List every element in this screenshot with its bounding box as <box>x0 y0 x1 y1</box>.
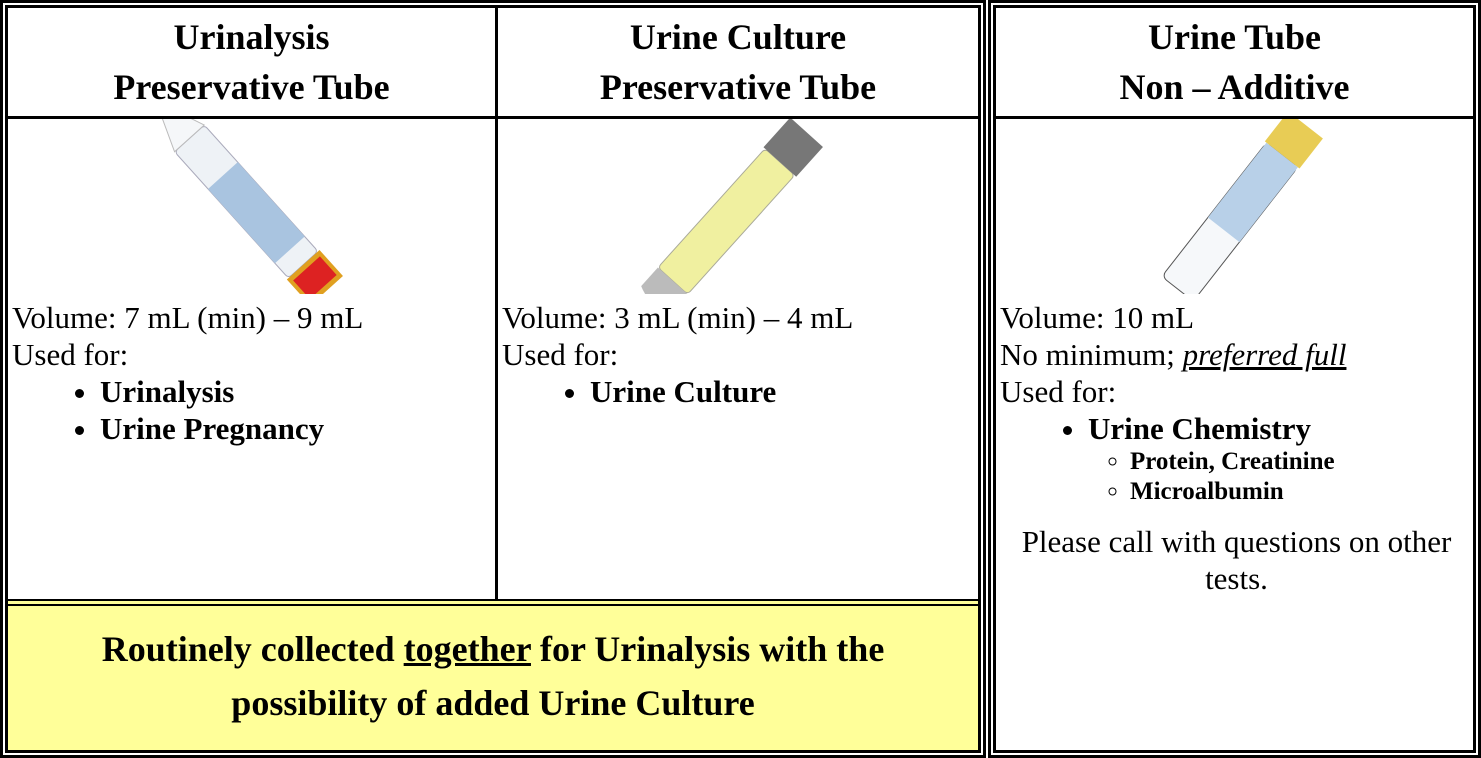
right-panel: Urine Tube Non – Additive Volume: 10 mL … <box>988 0 1481 758</box>
title-line: Preservative Tube <box>113 67 390 107</box>
note-text: No minimum; <box>1000 337 1183 372</box>
test-list: Urine Chemistry <box>1000 410 1473 447</box>
used-for: Used for: <box>502 337 619 372</box>
column-text: Volume: 7 mL (min) – 9 mL Used for: Urin… <box>12 299 495 447</box>
tube-image <box>641 119 823 294</box>
subtest: Protein, Creatinine <box>1130 447 1473 477</box>
volume: Volume: 7 mL (min) – 9 mL <box>12 300 364 335</box>
column-text: Volume: 3 mL (min) – 4 mL Used for: Urin… <box>502 299 978 410</box>
test: Urine Chemistry <box>1088 410 1473 447</box>
title-line: Urine Tube <box>1147 17 1322 57</box>
note: No minimum; preferred full <box>1000 336 1473 373</box>
used-for: Used for: <box>12 337 129 372</box>
volume: Volume: 3 mL (min) – 4 mL <box>502 300 854 335</box>
column-body: Volume: 7 mL (min) – 9 mL Used for: Urin… <box>8 119 498 599</box>
left-panel: Urinalysis Preservative Tube Urine Cultu… <box>0 0 986 758</box>
volume: Volume: 10 mL <box>1000 300 1195 335</box>
test: Urinalysis <box>100 373 495 410</box>
banner-text: for Urinalysis with the possibility of a… <box>231 629 885 723</box>
title-line: Urinalysis <box>173 17 330 57</box>
banner-text: Routinely collected <box>101 629 404 669</box>
test: Urine Pregnancy <box>100 410 495 447</box>
subtest: Microalbumin <box>1130 477 1473 507</box>
title-line: Non – Additive <box>1119 67 1350 107</box>
column-header: Urine Tube Non – Additive <box>996 8 1473 119</box>
column-header: Urine Culture Preservative Tube <box>498 8 978 119</box>
test: Urine Culture <box>590 373 978 410</box>
banner: Routinely collected together for Urinaly… <box>8 599 978 750</box>
column-body: Volume: 10 mL No minimum; preferred full… <box>996 119 1473 750</box>
note-emphasis: preferred full <box>1182 337 1347 372</box>
footer: Please call with questions on other test… <box>1021 524 1452 596</box>
subtest-list: Protein, Creatinine Microalbumin <box>1000 447 1473 507</box>
column-text: Volume: 10 mL No minimum; preferred full… <box>1000 299 1473 597</box>
title-line: Preservative Tube <box>599 67 877 107</box>
banner-emphasis: together <box>403 629 531 669</box>
column-header: Urinalysis Preservative Tube <box>8 8 498 119</box>
tube-image <box>160 119 343 294</box>
used-for: Used for: <box>1000 374 1117 409</box>
test-list: Urine Culture <box>502 373 978 410</box>
column-body: Volume: 3 mL (min) – 4 mL Used for: Urin… <box>498 119 978 599</box>
test-list: Urinalysis Urine Pregnancy <box>12 373 495 447</box>
title-line: Urine Culture <box>629 17 847 57</box>
tube-image <box>1163 119 1323 294</box>
